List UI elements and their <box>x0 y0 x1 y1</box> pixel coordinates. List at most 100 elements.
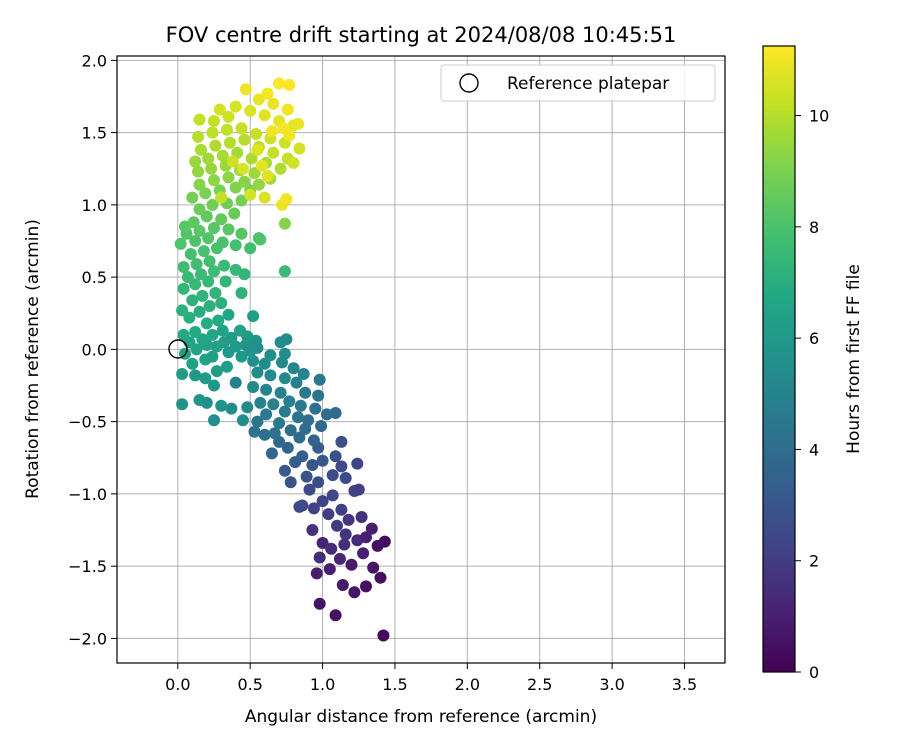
data-point <box>307 502 320 515</box>
data-point <box>345 558 358 571</box>
data-point <box>250 128 262 140</box>
data-point <box>274 386 287 399</box>
data-point <box>192 165 205 178</box>
data-point <box>210 340 223 353</box>
reference-platepar-marker <box>168 339 188 359</box>
data-point <box>206 350 219 363</box>
data-point <box>251 415 264 428</box>
data-point <box>236 414 249 427</box>
x-axis-label: Angular distance from reference (arcmin) <box>245 707 597 727</box>
data-point <box>212 314 225 327</box>
data-point <box>252 93 265 106</box>
data-point <box>229 239 242 252</box>
data-point <box>193 203 206 216</box>
data-point <box>310 567 323 580</box>
data-point <box>323 563 336 576</box>
data-point <box>238 268 251 281</box>
data-point <box>215 191 228 204</box>
data-point <box>197 245 210 258</box>
data-point <box>287 362 300 375</box>
data-point <box>360 580 372 593</box>
data-point <box>189 326 202 338</box>
data-point <box>274 162 287 175</box>
data-point <box>287 156 300 169</box>
data-point <box>244 188 257 201</box>
data-point <box>193 113 206 126</box>
data-point <box>222 171 235 184</box>
data-point <box>190 258 203 271</box>
y-tick-label: 2.0 <box>82 51 107 70</box>
data-point <box>193 178 206 191</box>
data-point <box>176 304 189 317</box>
data-point <box>236 162 249 175</box>
data-point <box>209 287 222 299</box>
data-point <box>302 414 315 427</box>
data-point <box>307 434 320 447</box>
data-point <box>208 379 220 392</box>
data-point <box>235 350 248 363</box>
data-point <box>313 551 326 564</box>
legend-marker <box>459 73 479 93</box>
data-point <box>206 198 219 211</box>
data-point <box>312 389 325 402</box>
data-point <box>248 167 261 180</box>
data-point <box>267 97 280 110</box>
data-point <box>225 331 238 344</box>
data-point <box>292 117 304 130</box>
data-point <box>280 193 293 206</box>
data-point <box>222 110 235 123</box>
data-point <box>264 349 277 362</box>
y-tick-label: −1.0 <box>68 485 107 504</box>
colorbar: 0 2 4 6 8 10 Hours from first FF file <box>762 45 864 682</box>
data-point <box>208 115 220 127</box>
data-point <box>252 178 265 191</box>
data-point <box>278 217 291 230</box>
data-point <box>283 395 296 408</box>
data-point <box>239 83 252 96</box>
data-point <box>329 609 342 622</box>
data-point <box>181 271 194 284</box>
data-point <box>235 122 248 135</box>
data-point <box>183 311 196 324</box>
x-tick-label: 0.0 <box>165 675 190 694</box>
data-point <box>258 357 271 370</box>
data-point <box>209 139 222 152</box>
data-point <box>215 213 228 226</box>
y-tick-label: 1.0 <box>82 196 107 215</box>
data-point <box>360 531 372 544</box>
data-point <box>247 354 260 367</box>
data-point <box>335 460 348 473</box>
data-point <box>278 464 291 477</box>
y-tick-label: −2.0 <box>68 629 107 648</box>
data-point <box>331 519 343 532</box>
data-point <box>199 187 212 200</box>
data-point <box>267 146 280 159</box>
data-point <box>186 191 199 204</box>
data-point <box>284 424 297 437</box>
data-point <box>325 542 338 555</box>
y-tick-label: −1.5 <box>68 557 107 576</box>
data-point <box>200 317 213 330</box>
data-point <box>186 357 199 370</box>
data-point <box>200 210 213 223</box>
data-point <box>265 447 278 460</box>
data-point <box>309 402 322 415</box>
data-point <box>186 294 199 307</box>
data-point <box>247 310 260 323</box>
data-point <box>316 537 329 549</box>
data-point <box>222 308 235 321</box>
data-point <box>290 376 303 389</box>
data-point <box>203 255 216 268</box>
data-point <box>189 369 202 382</box>
data-point <box>338 538 351 551</box>
data-point <box>261 87 274 100</box>
colorbar-label: Hours from first FF file <box>844 264 864 454</box>
data-point <box>189 235 202 247</box>
data-point <box>213 103 226 116</box>
x-tick-label: 2.0 <box>455 675 480 694</box>
data-point <box>260 383 273 396</box>
data-point <box>348 586 361 599</box>
data-point <box>215 297 228 310</box>
data-point <box>297 368 310 380</box>
